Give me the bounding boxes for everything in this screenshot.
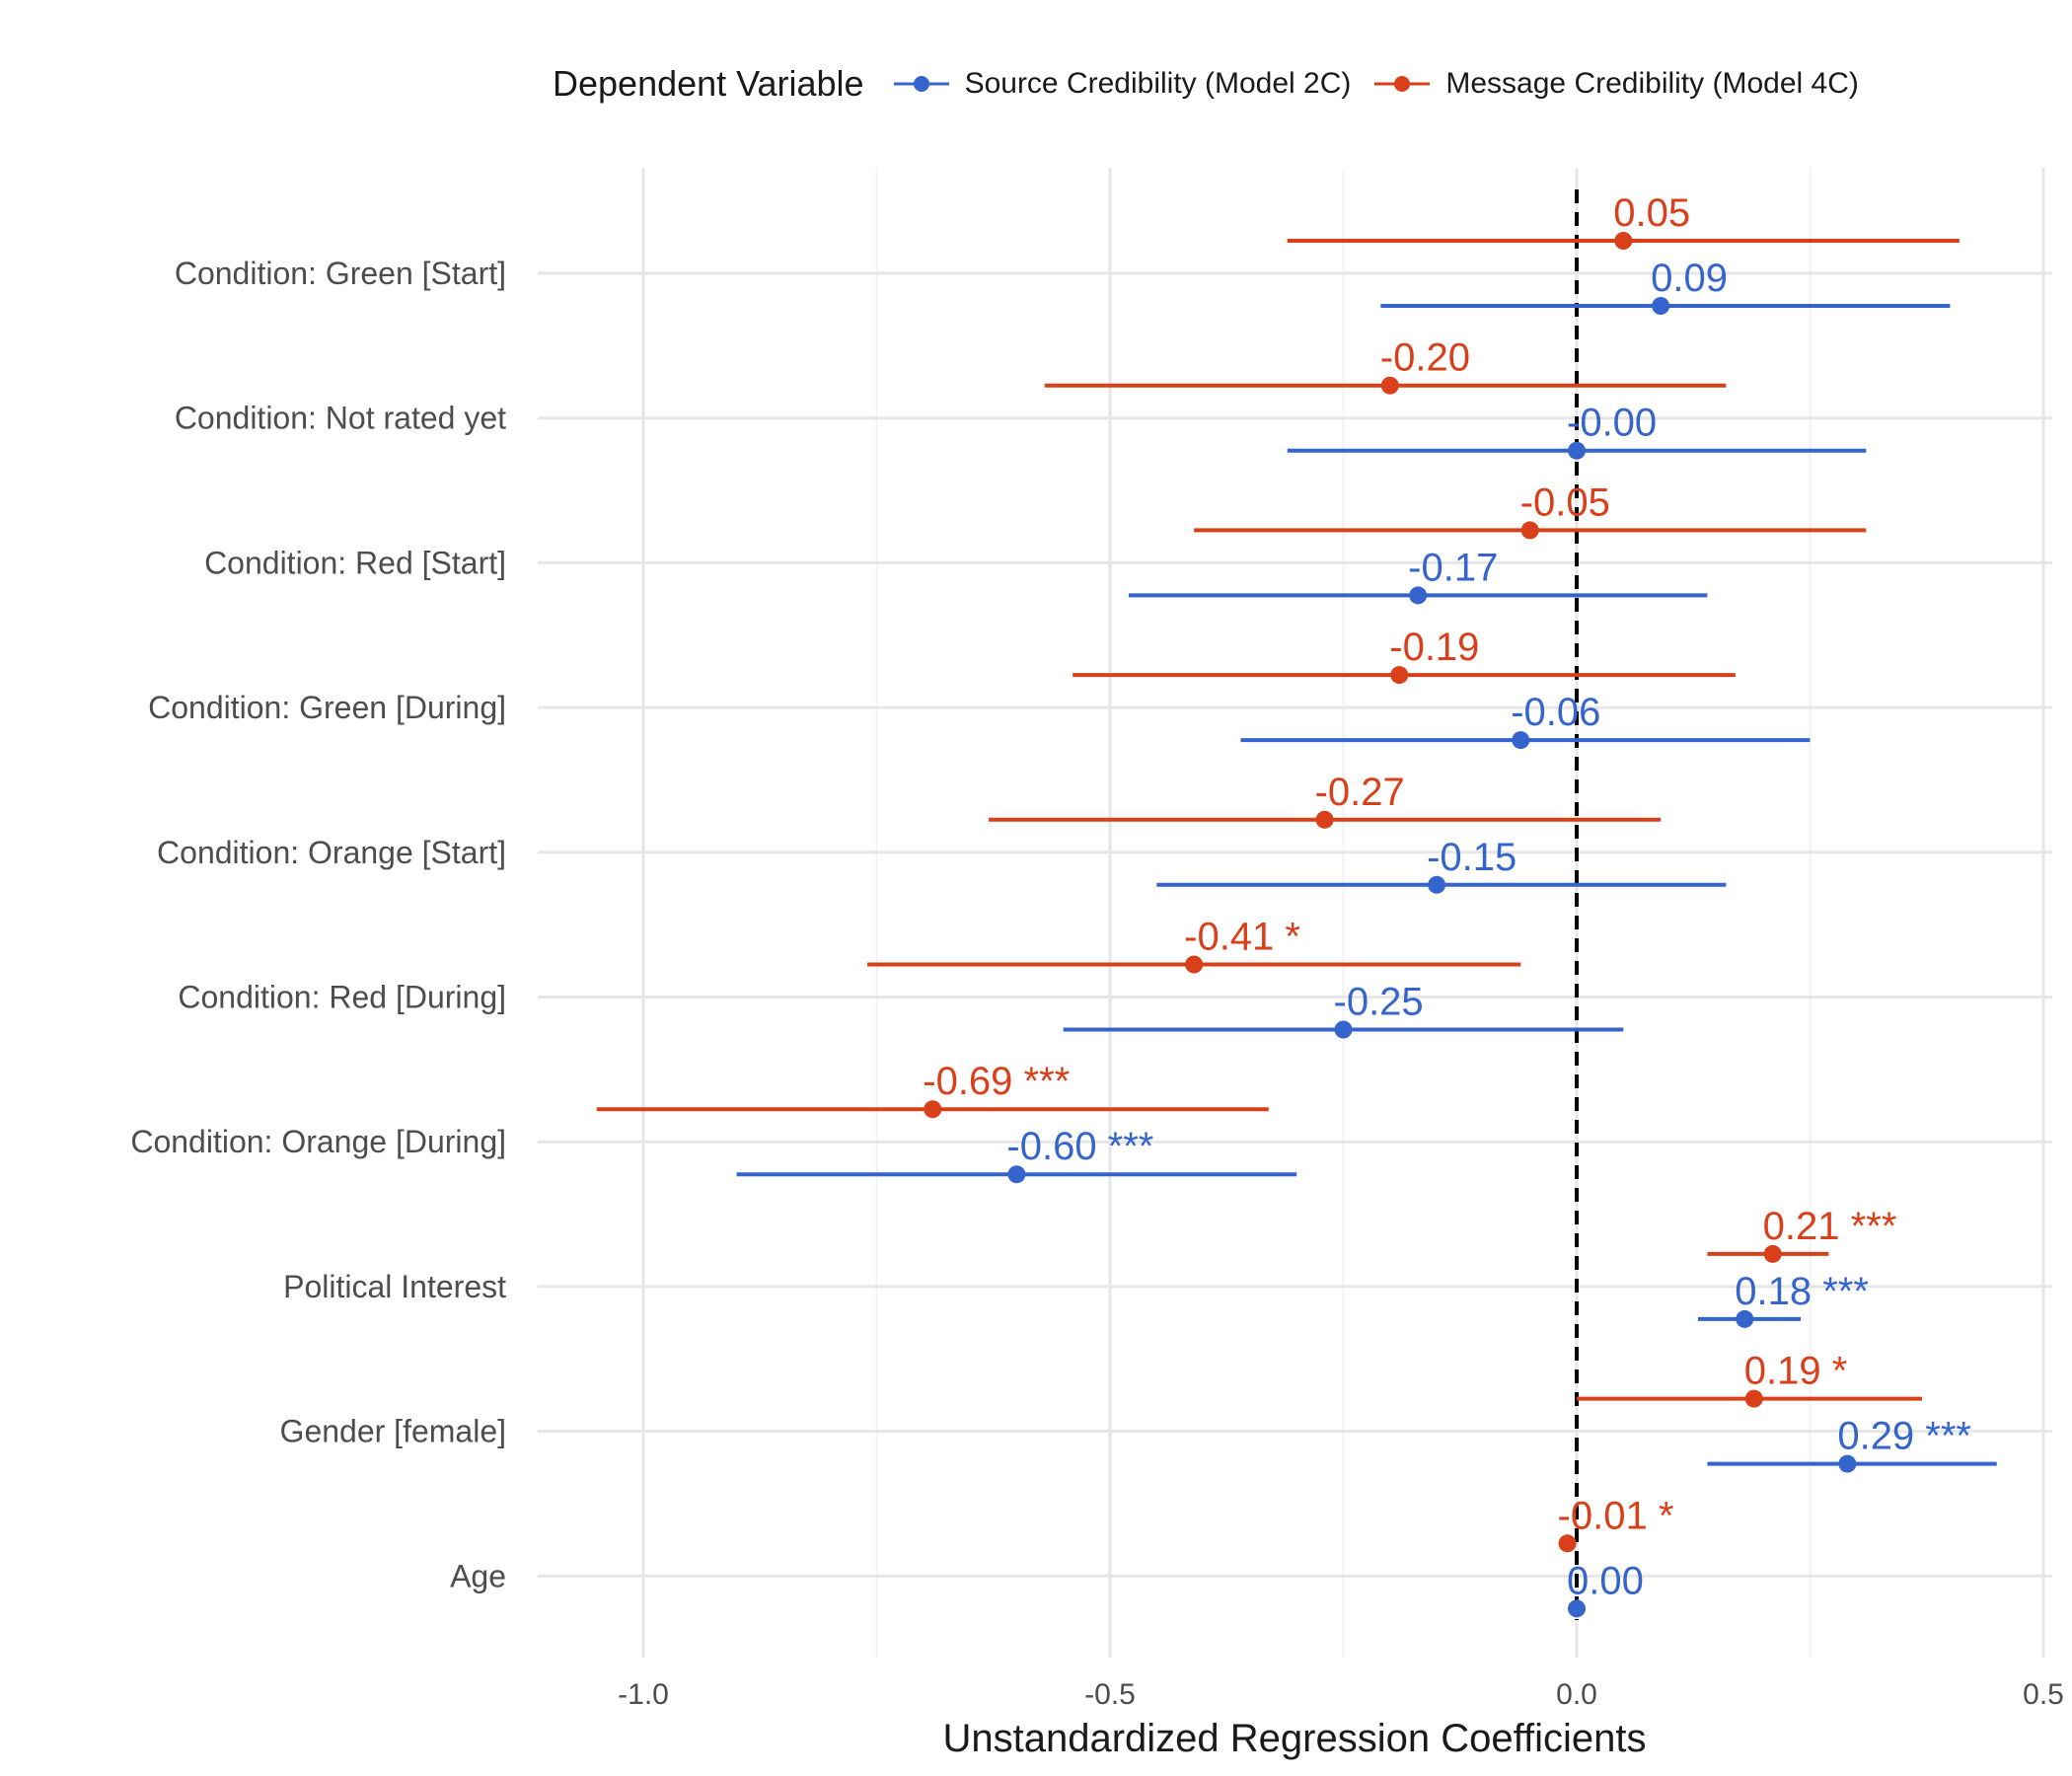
message-estimate-point (1614, 232, 1633, 250)
message-coefficient-label: -0.69 *** (923, 1060, 1070, 1103)
message-coefficient-label: 0.19 * (1744, 1350, 1848, 1393)
y-tick-label: Condition: Green [During] (148, 690, 506, 725)
source-estimate-point (1568, 441, 1586, 460)
y-tick-label: Condition: Orange [Start] (157, 835, 506, 870)
y-tick-label: Condition: Orange [During] (130, 1124, 506, 1159)
message-coefficient-label: 0.21 *** (1763, 1205, 1897, 1248)
legend-item-source-credibility: Source Credibility (Model 2C) (892, 67, 1352, 101)
source-coefficient-label: -0.15 (1427, 836, 1517, 879)
source-estimate-point (1736, 1309, 1754, 1328)
message-estimate-point (924, 1100, 942, 1119)
source-estimate-point (1428, 875, 1446, 894)
source-estimate-point (1409, 586, 1428, 605)
message-coefficient-label: -0.20 (1380, 336, 1470, 380)
message-coefficient-label: -0.41 * (1184, 916, 1300, 959)
message-estimate-point (1315, 810, 1334, 829)
source-coefficient-label: -0.17 (1408, 546, 1498, 589)
y-tick-label: Condition: Not rated yet (175, 401, 506, 436)
y-tick-label: Gender [female] (280, 1414, 506, 1449)
data-labels: 0.05 -0.20 -0.05 -0.19 -0.27 -0.41 * -0.69 ***… (923, 191, 1971, 1602)
message-estimate-point (1520, 521, 1539, 540)
message-estimate-point (1390, 666, 1409, 685)
source-coefficient-label: -0.00 (1567, 402, 1657, 445)
x-axis-label: Unstandardized Regression Coefficients (943, 1717, 1647, 1760)
message-estimate-point (1744, 1389, 1763, 1408)
grid (538, 168, 2052, 1658)
y-tick-label: Political Interest (283, 1269, 506, 1304)
source-coefficient-label: 0.00 (1567, 1559, 1644, 1602)
source-estimate-point (1568, 1599, 1586, 1618)
source-coefficient-label: 0.09 (1651, 257, 1728, 300)
y-tick-label: Condition: Green [Start] (175, 256, 506, 291)
legend-item-message-credibility: Message Credibility (Model 4C) (1372, 67, 1859, 101)
source-estimate-point (1512, 731, 1530, 750)
y-tick-label: Condition: Red [During] (178, 980, 506, 1015)
source-coefficient-label: -0.06 (1511, 691, 1600, 734)
source-estimate-point (1838, 1454, 1857, 1473)
message-estimate-point (1763, 1244, 1782, 1263)
y-tick-label: Condition: Red [Start] (204, 545, 506, 580)
legend-title: Dependent Variable (553, 63, 864, 104)
x-axis: -1.0 -0.5 0.0 0.5 (618, 1678, 2064, 1711)
message-coefficient-label: -0.05 (1520, 481, 1610, 524)
message-coefficient-label: -0.19 (1389, 626, 1479, 669)
message-coefficient-label: -0.01 * (1558, 1494, 1674, 1537)
source-coefficient-label: -0.60 *** (1006, 1125, 1153, 1168)
y-axis: Condition: Green [Start] Condition: Not r… (130, 256, 506, 1593)
source-coefficient-label: 0.29 *** (1837, 1415, 1971, 1458)
legend: Dependent Variable Source Credibility (M… (553, 59, 1859, 109)
y-tick-label: Age (450, 1558, 506, 1593)
x-tick-label: 0.0 (1556, 1678, 1597, 1711)
message-estimate-point (1380, 376, 1399, 395)
legend-label-message-credibility: Message Credibility (Model 4C) (1445, 67, 1859, 100)
legend-label-source-credibility: Source Credibility (Model 2C) (964, 67, 1352, 100)
source-estimate-point (1334, 1020, 1353, 1039)
x-tick-label: -0.5 (1084, 1678, 1136, 1711)
message-coefficient-label: -0.27 (1315, 771, 1405, 814)
data-marks (596, 232, 1997, 1618)
message-estimate-point (1558, 1534, 1577, 1553)
source-coefficient-label: 0.18 *** (1735, 1270, 1869, 1313)
x-tick-label: -1.0 (618, 1678, 669, 1711)
x-tick-label: 0.5 (2023, 1678, 2064, 1711)
legend-key-message-credibility (1374, 76, 1431, 92)
message-estimate-point (1185, 955, 1204, 974)
source-estimate-point (1652, 297, 1670, 315)
message-coefficient-label: 0.05 (1613, 191, 1690, 235)
legend-key-source-credibility (893, 76, 949, 92)
source-estimate-point (1007, 1165, 1026, 1184)
source-coefficient-label: -0.25 (1334, 981, 1424, 1024)
